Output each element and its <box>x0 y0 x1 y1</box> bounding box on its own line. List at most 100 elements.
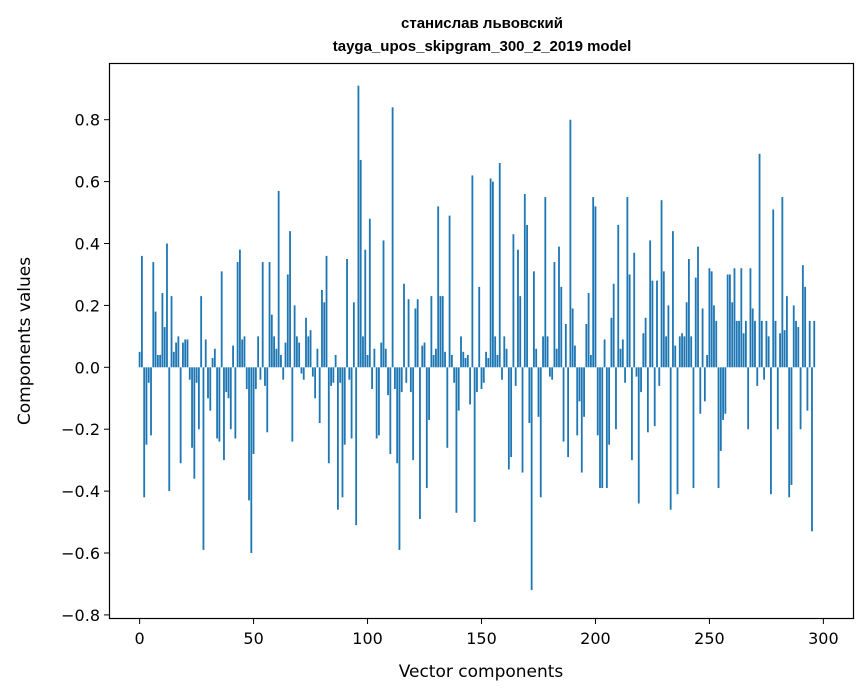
bar <box>685 302 688 368</box>
bar <box>419 367 421 519</box>
bar <box>150 367 152 436</box>
bar <box>605 367 608 489</box>
bar <box>318 367 321 424</box>
bar <box>722 367 724 420</box>
bar <box>804 286 807 368</box>
bar <box>382 240 385 368</box>
bar <box>640 367 642 393</box>
bar <box>624 367 626 383</box>
bar <box>186 339 189 368</box>
bar <box>496 354 499 368</box>
bar <box>293 305 296 368</box>
bar <box>179 367 182 464</box>
x-tick-label: 300 <box>808 629 839 648</box>
bar <box>747 367 750 430</box>
bar <box>555 348 558 368</box>
bar <box>239 249 241 368</box>
bar <box>357 85 360 368</box>
bar <box>350 367 353 439</box>
bar <box>731 302 734 368</box>
bar <box>264 367 266 386</box>
bar <box>334 354 337 368</box>
bar <box>539 367 542 498</box>
bar <box>806 367 809 411</box>
bar <box>457 367 460 411</box>
bar <box>503 336 506 368</box>
bar <box>619 348 622 368</box>
x-axis-ticks: 0 50 100 150 200 250 300 <box>135 618 839 648</box>
bar <box>729 274 731 368</box>
bar <box>574 345 576 368</box>
bar <box>466 354 469 368</box>
bar <box>446 367 449 448</box>
bar <box>398 367 401 550</box>
bar <box>551 367 554 380</box>
bar <box>389 367 392 454</box>
bar <box>478 286 481 368</box>
bar <box>589 354 592 368</box>
bar <box>154 311 157 368</box>
bar <box>425 367 428 489</box>
bar <box>564 323 567 368</box>
bar <box>355 367 358 526</box>
bar <box>756 367 759 386</box>
bar <box>421 345 424 368</box>
bar <box>325 255 328 368</box>
bar <box>428 367 430 420</box>
bar <box>476 367 478 393</box>
y-tick-label: −0.8 <box>61 606 100 625</box>
bar <box>295 336 298 368</box>
bar <box>528 367 531 424</box>
bar <box>298 342 301 368</box>
bar <box>321 289 323 368</box>
bar <box>687 258 690 368</box>
bar <box>252 367 255 454</box>
bar <box>765 320 768 368</box>
bar <box>735 320 738 368</box>
bar <box>416 299 419 368</box>
bar <box>788 367 791 498</box>
bar <box>339 367 342 383</box>
bar <box>660 200 663 368</box>
bar <box>656 280 658 368</box>
y-axis-label: Components values <box>15 257 35 425</box>
bar <box>414 308 417 368</box>
bar <box>635 367 638 377</box>
bar <box>776 367 779 430</box>
x-tick-label: 150 <box>466 629 497 648</box>
bar <box>170 296 173 368</box>
bar <box>562 367 565 442</box>
bar <box>637 367 640 504</box>
bar <box>202 367 205 550</box>
bar <box>733 268 736 368</box>
bar <box>352 302 355 368</box>
bar <box>378 367 380 436</box>
bar <box>544 197 547 368</box>
bar <box>266 367 269 433</box>
bar <box>245 367 248 389</box>
bar <box>530 367 533 591</box>
bar <box>441 296 444 368</box>
bar <box>676 367 679 495</box>
bar <box>649 240 652 368</box>
bar <box>412 367 415 461</box>
bar <box>774 320 777 368</box>
bar <box>738 320 740 368</box>
bar <box>507 367 510 470</box>
bar <box>674 345 677 368</box>
bar <box>409 367 412 393</box>
bar <box>783 330 786 368</box>
bar <box>813 320 816 368</box>
bar <box>223 367 225 461</box>
bar <box>175 342 177 368</box>
bar <box>152 262 155 368</box>
bar <box>621 339 624 368</box>
bar <box>785 296 788 368</box>
bar <box>758 153 761 368</box>
bar <box>615 367 617 430</box>
x-tick-label: 200 <box>580 629 611 648</box>
bar <box>232 345 234 368</box>
bar <box>610 317 613 368</box>
bar <box>740 268 743 368</box>
